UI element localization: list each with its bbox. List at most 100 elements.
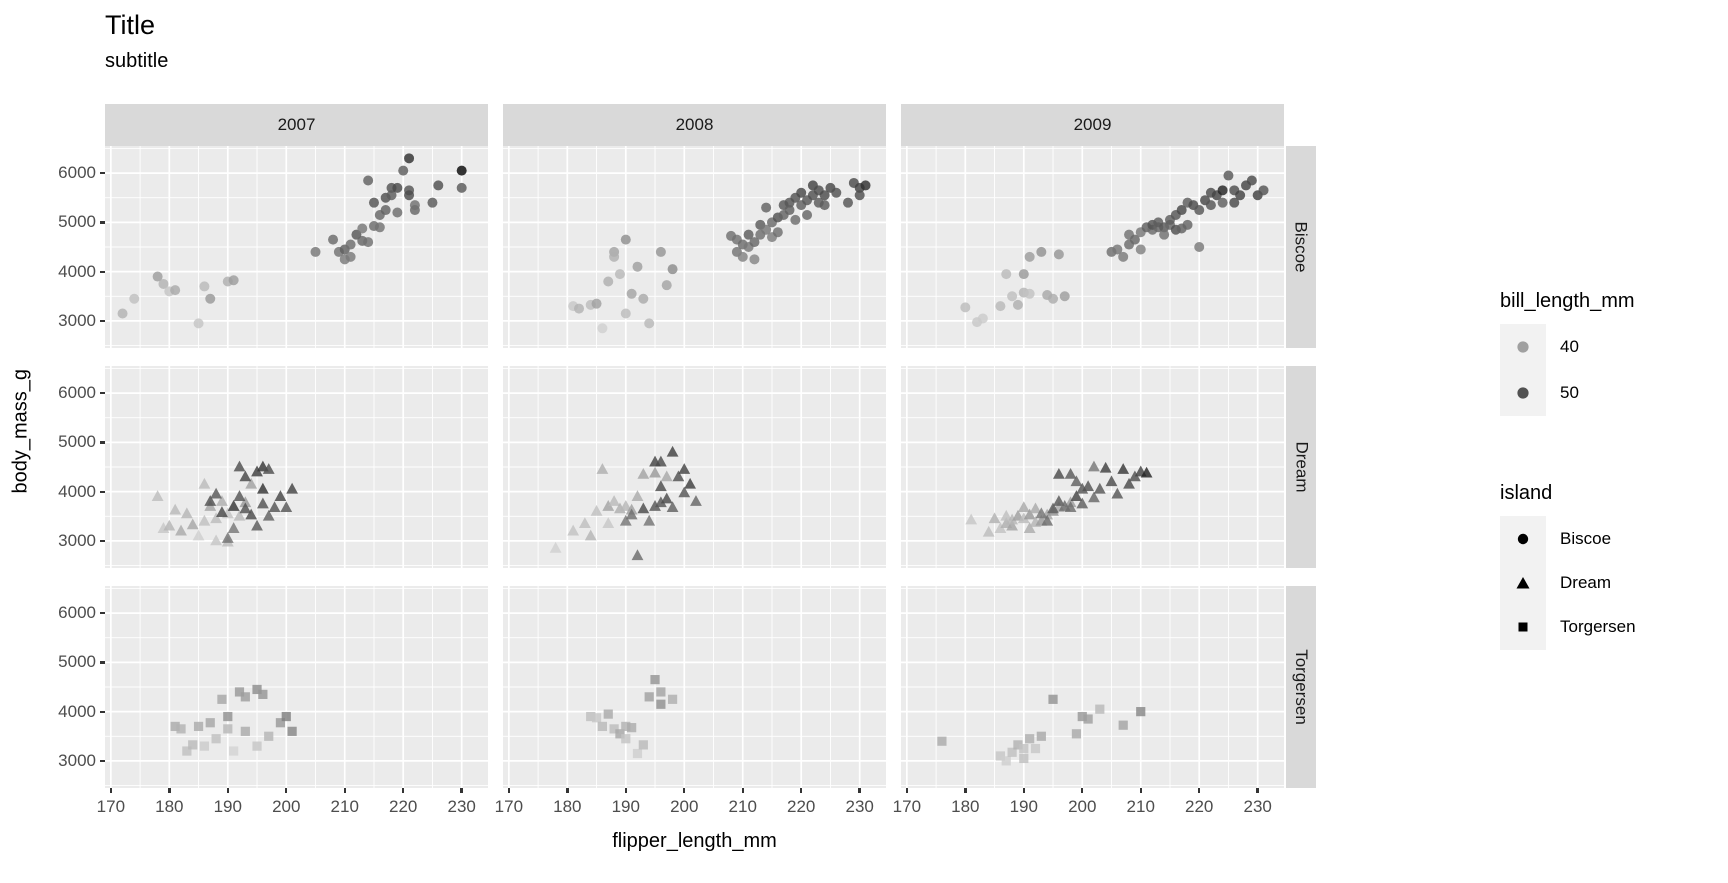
data-point: [239, 470, 252, 482]
data-point: [182, 746, 192, 756]
x-tick-mark: [226, 788, 229, 793]
panel-torgersen-2007: [105, 586, 488, 788]
data-point: [1136, 707, 1146, 717]
data-point: [796, 187, 807, 198]
data-point: [1095, 704, 1105, 714]
data-point: [1036, 731, 1046, 741]
y-tick-mark: [100, 392, 105, 395]
data-point: [368, 197, 379, 208]
data-point: [831, 187, 842, 198]
data-point: [152, 271, 163, 282]
data-point: [842, 197, 853, 208]
x-tick-label: 230: [845, 797, 874, 816]
facet-strip-dream: Dream: [1286, 366, 1316, 568]
data-point: [210, 487, 222, 499]
x-tick-mark: [683, 788, 686, 793]
data-point: [221, 532, 234, 543]
data-point: [1258, 185, 1269, 196]
y-tick-mark: [100, 710, 105, 714]
gray-circle-50-icon: [1517, 387, 1529, 399]
data-point: [596, 463, 609, 474]
x-tick-mark: [1139, 788, 1142, 793]
panel-biscoe-2007: [105, 146, 488, 348]
data-point: [1018, 269, 1029, 280]
data-point: [223, 711, 233, 722]
data-point: [749, 254, 760, 265]
data-point: [1129, 234, 1140, 245]
data-point: [603, 709, 613, 719]
data-point: [1047, 502, 1059, 514]
data-point: [1019, 743, 1029, 754]
data-point: [1064, 501, 1077, 513]
data-point: [1217, 185, 1228, 196]
data-point: [1023, 508, 1036, 520]
data-point: [567, 524, 580, 536]
data-point: [644, 692, 654, 702]
data-point: [615, 729, 625, 739]
data-point: [217, 694, 227, 704]
panel-dream-2009: [901, 366, 1284, 568]
data-point: [1064, 467, 1077, 479]
data-point: [286, 482, 299, 494]
data-point: [619, 500, 632, 511]
x-tick-label: 190: [213, 797, 242, 816]
data-point: [158, 278, 169, 289]
y-tick-mark: [100, 270, 105, 274]
data-point: [228, 275, 239, 286]
x-tick-mark: [964, 788, 967, 793]
legend-key-50: [1500, 370, 1546, 416]
legend-title-bill-length: bill_length_mm: [1500, 290, 1635, 312]
data-point: [176, 724, 186, 734]
x-tick-mark: [1198, 788, 1201, 793]
data-point: [1029, 502, 1042, 514]
facet-strip-label: Torgersen: [1292, 649, 1312, 725]
data-point: [761, 224, 772, 235]
y-tick-mark: [100, 759, 105, 763]
data-point: [609, 251, 620, 262]
data-point: [656, 699, 666, 709]
data-point: [1118, 251, 1129, 262]
data-point: [1088, 491, 1100, 503]
data-point: [409, 200, 420, 211]
data-point: [632, 261, 643, 272]
data-point: [287, 726, 297, 736]
x-tick-mark: [402, 788, 405, 793]
data-point: [988, 512, 1001, 524]
y-tick-label: 5000: [58, 432, 96, 452]
data-point: [591, 298, 602, 309]
x-axis-title: flipper_length_mm: [612, 830, 777, 852]
data-point: [761, 202, 772, 213]
gray-circle-40-icon: [1517, 341, 1529, 353]
data-point: [631, 490, 644, 501]
data-point: [549, 541, 562, 553]
data-point: [281, 711, 291, 722]
data-point: [802, 209, 813, 220]
data-point: [1246, 175, 1257, 186]
facet-strip-label: 2007: [277, 115, 316, 134]
data-point: [1007, 747, 1017, 757]
y-tick-label: 4000: [58, 701, 96, 721]
x-tick-mark: [741, 788, 744, 793]
x-tick-label: 180: [553, 797, 582, 816]
data-point: [1023, 522, 1036, 533]
legend-label-torgersen: Torgersen: [1560, 617, 1636, 636]
data-point: [994, 522, 1007, 533]
facet-strip-torgersen: Torgersen: [1286, 586, 1316, 788]
legend-key-dream: [1500, 560, 1546, 606]
data-point: [1076, 497, 1089, 509]
x-tick-mark: [1256, 788, 1259, 793]
data-point: [264, 731, 274, 741]
data-point: [631, 549, 644, 561]
data-point: [1041, 514, 1054, 526]
data-point: [1024, 251, 1035, 262]
facet-strip-biscoe: Biscoe: [1286, 146, 1316, 348]
data-point: [274, 490, 287, 501]
data-point: [1024, 288, 1035, 299]
x-tick-mark: [1081, 788, 1084, 793]
data-point: [151, 490, 164, 501]
x-tick-mark: [109, 788, 113, 793]
data-point: [644, 318, 655, 329]
data-point: [1128, 470, 1141, 482]
data-point: [1194, 205, 1205, 216]
legend-label-50: 50: [1560, 383, 1579, 402]
